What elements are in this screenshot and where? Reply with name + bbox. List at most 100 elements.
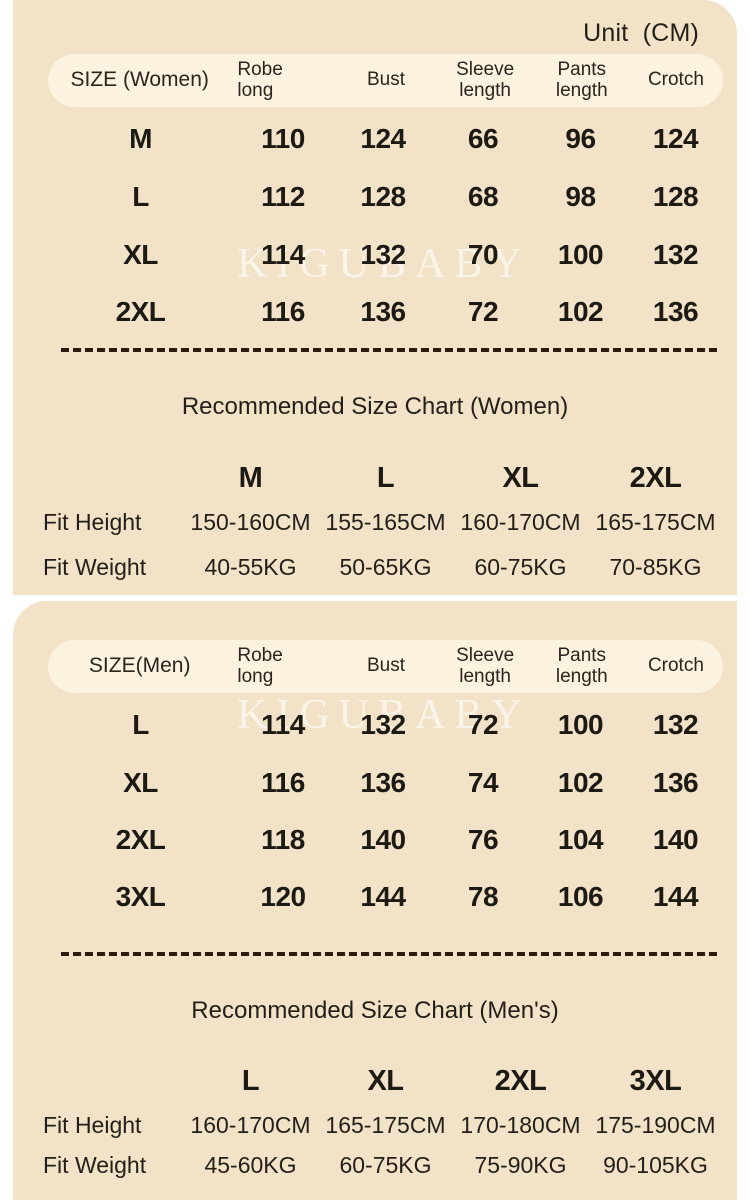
women-header-robe-long: Robe long [237, 58, 283, 101]
cell-robe-long: 114 [261, 709, 305, 740]
men-table-header-row: SIZE(Men) Robe long Bust Sleeve length P… [48, 640, 723, 693]
cell-crotch: 128 [652, 181, 699, 212]
women-header-bust: Bust [367, 69, 406, 91]
cell-crotch: 140 [652, 824, 699, 855]
men-header-bust: Bust [367, 655, 406, 677]
cell-bust: 124 [360, 123, 406, 154]
women-header-crotch: Crotch [647, 69, 704, 91]
men-recommended-size-row: L XL 2XL 3XL [43, 1065, 723, 1098]
section-divider-women [61, 348, 717, 352]
rec-size-3: XL [502, 462, 539, 494]
cell-sleeve-length: 72 [467, 709, 499, 740]
cell-pants-length: 100 [557, 709, 604, 740]
table-row: 2XL 116 136 72 102 136 [48, 293, 723, 331]
rec-weight-4: 90-105KG [603, 1152, 708, 1178]
rec-size-4: 3XL [629, 1065, 682, 1097]
cell-pants-length: 96 [565, 123, 596, 154]
rec-weight-4: 70-85KG [609, 554, 702, 580]
fit-weight-label: Fit Weight [43, 1152, 147, 1178]
rec-size-3: 2XL [494, 1065, 547, 1097]
table-row: M 110 124 66 96 124 [48, 120, 723, 158]
cell-size: L [132, 709, 149, 740]
rec-size-1: M [238, 462, 263, 494]
women-recommended-title: Recommended Size Chart (Women) [181, 393, 569, 420]
men-table-header-pill [48, 640, 723, 693]
women-fit-weight-row: Fit Weight 40-55KG 50-65KG 60-75KG 70-85… [43, 554, 723, 581]
women-header-size: SIZE (Women) [70, 68, 209, 92]
women-table-header-row: SIZE (Women) Robe long Bust Sleeve lengt… [48, 54, 723, 107]
cell-size: XL [123, 239, 158, 270]
rec-height-3: 160-170CM [460, 509, 581, 535]
men-header-size: SIZE(Men) [88, 654, 191, 678]
cell-sleeve-length: 66 [467, 123, 499, 154]
rec-size-1: L [241, 1065, 260, 1097]
cell-pants-length: 102 [557, 767, 604, 798]
men-header-robe-long: Robe long [237, 644, 283, 687]
cell-sleeve-length: 72 [467, 296, 499, 327]
cell-robe-long: 116 [261, 767, 305, 798]
table-row: 3XL 120 144 78 106 144 [48, 878, 723, 916]
rec-weight-2: 60-75KG [339, 1152, 432, 1178]
section-divider-men [61, 952, 717, 956]
women-header-pants-length: Pants length [555, 58, 608, 101]
cell-crotch: 132 [652, 239, 699, 270]
cell-sleeve-length: 78 [467, 881, 499, 912]
cell-size: 3XL [115, 881, 166, 912]
cell-robe-long: 116 [261, 296, 305, 327]
cell-pants-length: 102 [557, 296, 604, 327]
cell-robe-long: 114 [261, 239, 305, 270]
rec-weight-3: 75-90KG [474, 1152, 567, 1178]
rec-height-1: 150-160CM [190, 509, 311, 535]
cell-robe-long: 120 [260, 881, 306, 912]
cell-robe-long: 110 [261, 123, 305, 154]
women-header-sleeve-length: Sleeve length [456, 58, 515, 101]
rec-size-4: 2XL [629, 462, 682, 494]
table-row: L 112 128 68 98 128 [48, 178, 723, 216]
table-row: XL 114 132 70 100 132 [48, 236, 723, 274]
fit-weight-label: Fit Weight [43, 554, 147, 580]
cell-pants-length: 98 [565, 181, 596, 212]
women-size-panel: Unit (CM) KIGUBABY SIZE (Women) Robe lon… [13, 0, 737, 595]
men-fit-weight-row: Fit Weight 45-60KG 60-75KG 75-90KG 90-10… [43, 1152, 723, 1179]
cell-sleeve-length: 76 [467, 824, 499, 855]
cell-sleeve-length: 74 [467, 767, 499, 798]
cell-pants-length: 106 [557, 881, 604, 912]
cell-crotch: 144 [652, 881, 699, 912]
rec-size-2: XL [367, 1065, 404, 1097]
cell-bust: 136 [360, 296, 406, 327]
men-recommended-title: Recommended Size Chart (Men's) [191, 997, 559, 1024]
women-recommended-size-row: M L XL 2XL [43, 462, 723, 495]
cell-pants-length: 100 [557, 239, 604, 270]
cell-pants-length: 104 [557, 824, 604, 855]
cell-bust: 140 [360, 824, 406, 855]
unit-label: Unit (CM) [583, 19, 699, 47]
cell-crotch: 124 [652, 123, 699, 154]
cell-size: 2XL [115, 296, 166, 327]
cell-size: L [132, 181, 149, 212]
cell-size: XL [123, 767, 158, 798]
cell-crotch: 136 [652, 767, 699, 798]
rec-height-2: 155-165CM [325, 509, 446, 535]
rec-height-4: 175-190CM [595, 1112, 716, 1138]
cell-bust: 132 [360, 239, 406, 270]
cell-bust: 136 [360, 767, 406, 798]
table-row: XL 116 136 74 102 136 [48, 764, 723, 802]
table-row: L 114 132 72 100 132 [48, 706, 723, 744]
men-size-panel: KIGUBABY SIZE(Men) Robe long Bust Sleeve… [13, 601, 737, 1200]
cell-size: 2XL [115, 824, 166, 855]
men-header-pants-length: Pants length [555, 644, 608, 687]
rec-height-4: 165-175CM [595, 509, 716, 535]
rec-weight-1: 40-55KG [204, 554, 297, 580]
cell-crotch: 132 [652, 709, 699, 740]
cell-bust: 128 [360, 181, 406, 212]
fit-height-label: Fit Height [43, 1112, 142, 1138]
cell-bust: 144 [360, 881, 406, 912]
men-header-crotch: Crotch [647, 655, 704, 677]
men-header-sleeve-length: Sleeve length [456, 644, 515, 687]
rec-height-3: 170-180CM [460, 1112, 581, 1138]
rec-weight-1: 45-60KG [204, 1152, 297, 1178]
cell-crotch: 136 [652, 296, 699, 327]
cell-bust: 132 [360, 709, 406, 740]
men-fit-height-row: Fit Height 160-170CM 165-175CM 170-180CM… [43, 1112, 723, 1139]
